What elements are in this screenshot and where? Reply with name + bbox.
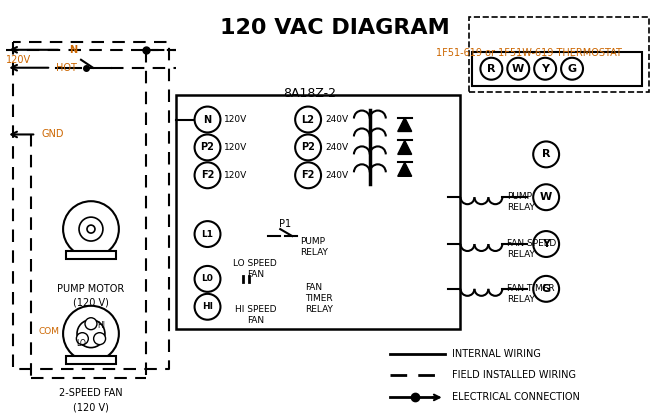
Text: FIELD INSTALLED WIRING: FIELD INSTALLED WIRING bbox=[452, 370, 576, 380]
Text: L1: L1 bbox=[202, 230, 214, 238]
Circle shape bbox=[194, 162, 220, 188]
Text: GND: GND bbox=[41, 129, 64, 140]
Circle shape bbox=[533, 231, 559, 257]
Text: PUMP
RELAY: PUMP RELAY bbox=[507, 192, 535, 212]
Circle shape bbox=[194, 134, 220, 160]
Bar bbox=[472, 52, 642, 85]
Text: F2: F2 bbox=[302, 170, 315, 180]
Circle shape bbox=[194, 294, 220, 320]
Bar bbox=[66, 251, 116, 259]
Text: Y: Y bbox=[542, 239, 550, 249]
Text: HI: HI bbox=[97, 321, 105, 330]
Text: HI SPEED
FAN: HI SPEED FAN bbox=[234, 305, 276, 325]
Circle shape bbox=[295, 162, 321, 188]
Circle shape bbox=[85, 318, 97, 330]
Circle shape bbox=[534, 58, 556, 80]
Text: 120 VAC DIAGRAM: 120 VAC DIAGRAM bbox=[220, 18, 450, 38]
Text: L0: L0 bbox=[202, 274, 214, 283]
Circle shape bbox=[194, 266, 220, 292]
Bar bbox=[176, 95, 460, 328]
Circle shape bbox=[87, 225, 95, 233]
Text: P2: P2 bbox=[200, 142, 214, 153]
Circle shape bbox=[295, 134, 321, 160]
Polygon shape bbox=[398, 140, 411, 154]
Text: PUMP MOTOR
(120 V): PUMP MOTOR (120 V) bbox=[58, 284, 125, 308]
Circle shape bbox=[194, 221, 220, 247]
Text: FAN TIMER
RELAY: FAN TIMER RELAY bbox=[507, 284, 555, 304]
Text: Y: Y bbox=[541, 64, 549, 74]
Text: 2-SPEED FAN
(120 V): 2-SPEED FAN (120 V) bbox=[59, 388, 123, 412]
Bar bbox=[66, 356, 116, 364]
Text: 240V: 240V bbox=[325, 115, 348, 124]
Text: ELECTRICAL CONNECTION: ELECTRICAL CONNECTION bbox=[452, 393, 580, 402]
Circle shape bbox=[507, 58, 529, 80]
Circle shape bbox=[63, 201, 119, 257]
Text: F2: F2 bbox=[201, 170, 214, 180]
Text: P2: P2 bbox=[302, 142, 315, 153]
Text: N: N bbox=[204, 114, 212, 124]
Circle shape bbox=[480, 58, 502, 80]
Text: N: N bbox=[69, 45, 77, 55]
Text: LO: LO bbox=[76, 339, 86, 348]
Circle shape bbox=[295, 106, 321, 132]
Text: R: R bbox=[542, 150, 551, 159]
Circle shape bbox=[533, 142, 559, 167]
Text: R: R bbox=[487, 64, 496, 74]
Text: 120V: 120V bbox=[224, 171, 248, 180]
Text: G: G bbox=[541, 284, 551, 294]
Text: 120V: 120V bbox=[6, 55, 31, 65]
Circle shape bbox=[63, 306, 119, 362]
Text: 120V: 120V bbox=[224, 143, 248, 152]
Text: PUMP
RELAY: PUMP RELAY bbox=[300, 237, 328, 257]
Text: HI: HI bbox=[202, 302, 213, 311]
Text: L2: L2 bbox=[302, 114, 315, 124]
Text: INTERNAL WIRING: INTERNAL WIRING bbox=[452, 349, 541, 359]
Text: W: W bbox=[512, 64, 525, 74]
Text: FAN
TIMER
RELAY: FAN TIMER RELAY bbox=[305, 283, 333, 314]
Text: 240V: 240V bbox=[325, 143, 348, 152]
Bar bbox=[470, 17, 649, 92]
Text: G: G bbox=[567, 64, 577, 74]
Polygon shape bbox=[398, 162, 411, 176]
Text: W: W bbox=[540, 192, 552, 202]
Circle shape bbox=[76, 333, 88, 344]
Circle shape bbox=[94, 333, 106, 344]
Circle shape bbox=[533, 184, 559, 210]
Circle shape bbox=[194, 106, 220, 132]
Circle shape bbox=[79, 217, 103, 241]
Circle shape bbox=[533, 276, 559, 302]
Text: 120V: 120V bbox=[224, 115, 248, 124]
Text: 1F51-619 or 1F51W-619 THERMOSTAT: 1F51-619 or 1F51W-619 THERMOSTAT bbox=[436, 48, 622, 58]
Text: COM: COM bbox=[38, 327, 59, 336]
Text: LO SPEED
FAN: LO SPEED FAN bbox=[233, 259, 277, 279]
Circle shape bbox=[77, 320, 105, 348]
Circle shape bbox=[561, 58, 583, 80]
Text: 8A18Z-2: 8A18Z-2 bbox=[283, 87, 336, 100]
Text: FAN SPEED
RELAY: FAN SPEED RELAY bbox=[507, 239, 557, 259]
Text: P1: P1 bbox=[279, 219, 291, 229]
Polygon shape bbox=[398, 118, 411, 132]
Text: HOT: HOT bbox=[56, 63, 77, 73]
Text: 240V: 240V bbox=[325, 171, 348, 180]
